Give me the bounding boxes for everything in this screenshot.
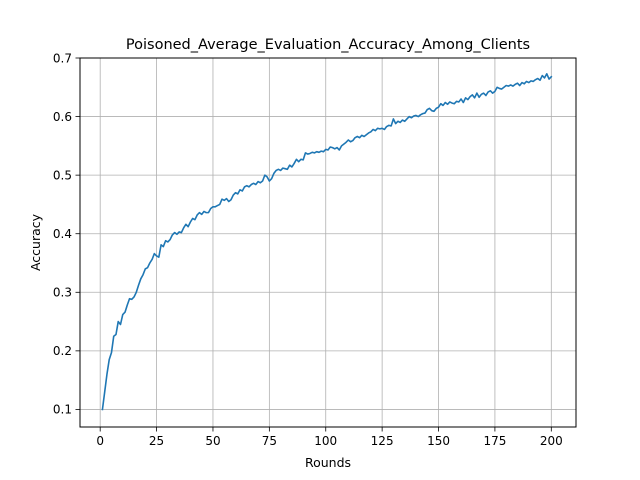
y-axis: 0.1 0.2 0.3 0.4 0.5 0.6 0.7 [53,51,80,417]
y-axis-label: Accuracy [28,213,43,271]
plot-frame [79,57,577,428]
y-tick-label: 0.7 [53,51,72,65]
x-tick-label: 175 [483,434,506,448]
y-tick-label: 0.3 [53,286,72,300]
x-tick-label: 150 [427,434,450,448]
series-layer [101,73,553,411]
y-tick-label: 0.2 [53,344,72,358]
y-tick-label: 0.4 [53,227,72,241]
x-tick-label: 125 [371,434,394,448]
y-tick-label: 0.1 [53,403,72,417]
x-tick-label: 100 [314,434,337,448]
x-tick-label: 0 [96,434,104,448]
x-tick-label: 50 [205,434,220,448]
y-tick-label: 0.6 [53,110,72,124]
x-axis-label: Rounds [305,455,351,470]
x-tick-label: 200 [540,434,563,448]
x-tick-label: 25 [149,434,164,448]
y-tick-label: 0.5 [53,168,72,182]
series-line-0 [101,73,553,411]
x-axis: 0 25 50 75 100 125 150 175 200 [96,427,563,448]
chart-title: Poisoned_Average_Evaluation_Accuracy_Amo… [126,37,530,53]
grid [80,57,576,427]
x-tick-label: 75 [262,434,277,448]
